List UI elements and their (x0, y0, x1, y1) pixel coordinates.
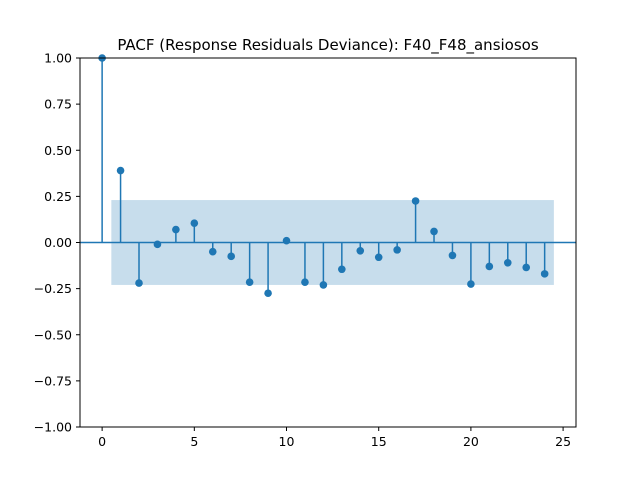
y-tick-label: 0.00 (44, 235, 72, 250)
stem-marker (356, 247, 365, 255)
stem-marker (338, 265, 346, 274)
x-tick-label: 10 (279, 434, 295, 449)
y-tick-label: −1.00 (34, 420, 72, 435)
y-tick-label: −0.75 (34, 373, 72, 388)
stem-marker (190, 219, 199, 227)
x-tick-label: 25 (555, 434, 571, 449)
x-tick-label: 5 (190, 434, 198, 449)
stem-marker (172, 225, 180, 234)
y-tick-label: 0.50 (44, 143, 72, 158)
stem-marker (485, 262, 494, 271)
stem-marker (430, 227, 438, 236)
chart-title: PACF (Response Residuals Deviance): F40_… (117, 36, 538, 55)
stem-marker (282, 236, 291, 245)
y-tick-label: 0.25 (44, 189, 72, 204)
y-tick-label: 0.75 (44, 97, 72, 112)
stem-marker (116, 166, 125, 175)
stem-marker (540, 270, 549, 278)
stem-marker (503, 258, 512, 267)
x-tick-label: 0 (98, 434, 106, 449)
stem-marker (411, 197, 420, 205)
stem-marker (374, 253, 383, 262)
stem-marker (264, 289, 272, 298)
stem-marker (467, 280, 475, 288)
stem-marker (153, 240, 162, 249)
stem-marker (135, 279, 143, 287)
stem-marker (448, 251, 457, 260)
stem-marker (319, 281, 328, 289)
stem-marker (245, 278, 254, 286)
stem-marker (227, 252, 235, 261)
y-tick-label: −0.50 (34, 327, 72, 342)
y-tick-label: 1.00 (44, 51, 72, 66)
x-tick-label: 20 (463, 434, 479, 449)
stem-marker (393, 246, 401, 254)
plot-area: −1.00 −0.75 −0.50 −0.25 0.00 0.25 0.50 0.75 1.00… (34, 51, 577, 449)
stem-marker (522, 263, 531, 272)
y-tick-label: −0.25 (34, 281, 72, 296)
stem-marker (301, 278, 309, 286)
x-tick-label: 15 (371, 434, 387, 449)
stem-marker (208, 247, 217, 256)
